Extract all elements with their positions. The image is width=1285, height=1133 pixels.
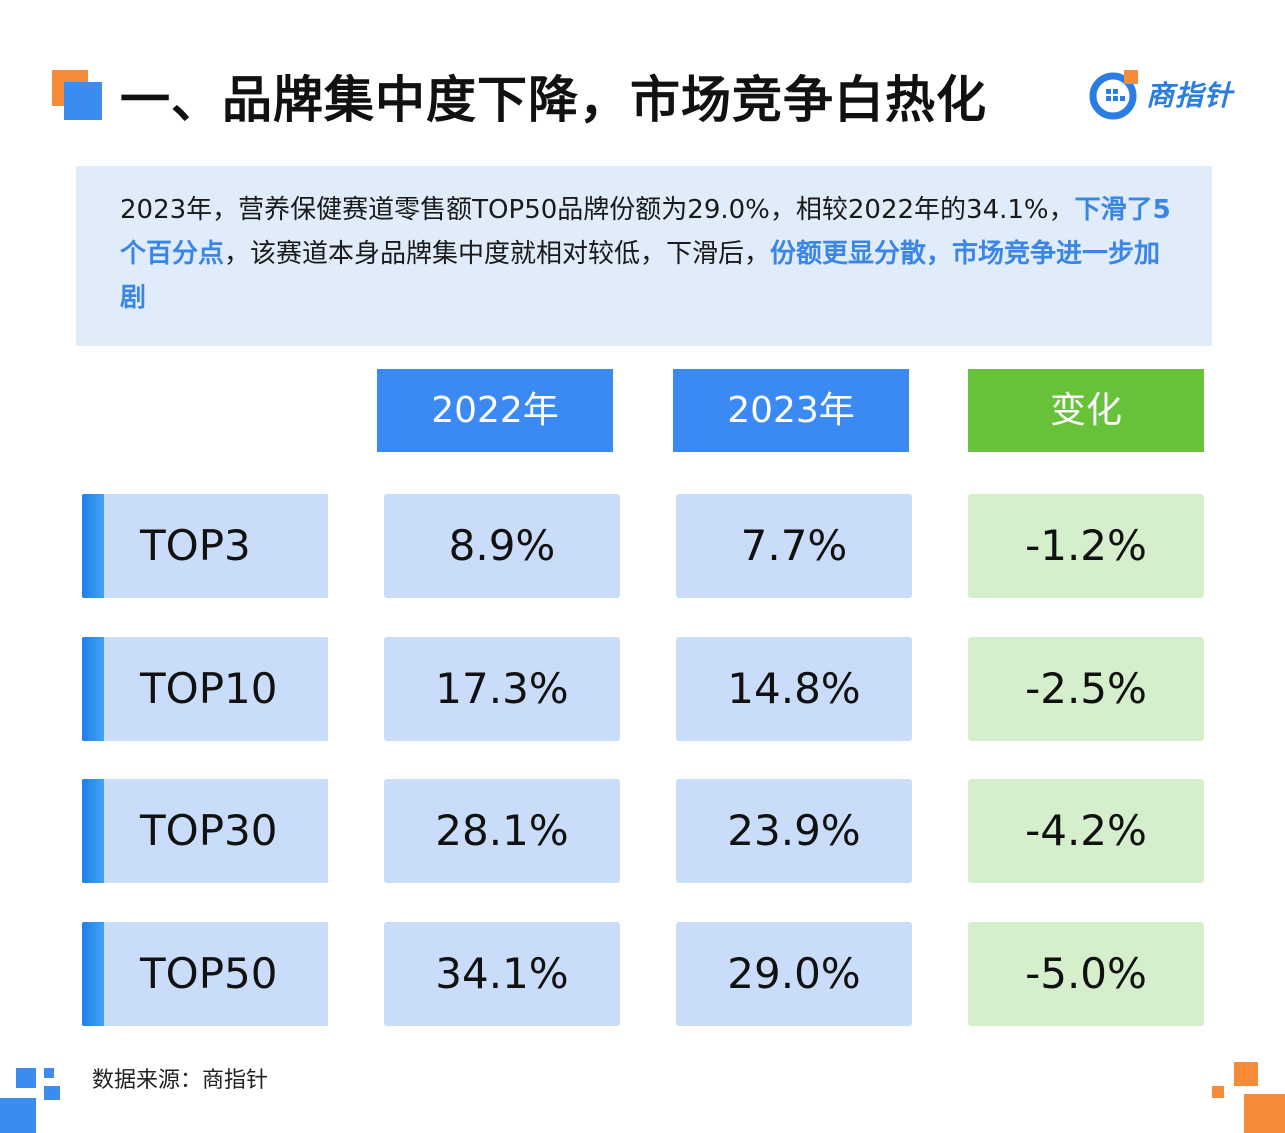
logo: 商指针: [1088, 68, 1258, 122]
row-label-text: TOP30: [140, 806, 278, 855]
summary-part-2: ，该赛道本身品牌集中度就相对较低，下滑后，: [224, 239, 771, 269]
cell-top3-change: -1.2%: [968, 494, 1204, 598]
summary-text: 2023年，营养保健赛道零售额TOP50品牌份额为29.0%，相较2022年的3…: [120, 188, 1172, 320]
cell-top30-2023: 23.9%: [676, 779, 912, 883]
row-label-top10: TOP10: [82, 637, 328, 741]
row-accent-bar: [82, 779, 104, 883]
cell-top50-2023: 29.0%: [676, 922, 912, 1026]
cell-top3-2023: 7.7%: [676, 494, 912, 598]
row-label-top50: TOP50: [82, 922, 328, 1026]
cell-top3-2022: 8.9%: [384, 494, 620, 598]
cell-top50-2022: 34.1%: [384, 922, 620, 1026]
page-title: 一、品牌集中度下降，市场竞争白热化: [120, 71, 987, 129]
row-label-text: TOP10: [140, 664, 278, 713]
cell-top50-change: -5.0%: [968, 922, 1204, 1026]
row-label-top30: TOP30: [82, 779, 328, 883]
summary-highlight-2: 份额更显分散，市场竞争进一步加剧: [120, 239, 1161, 313]
cell-top10-2023: 14.8%: [676, 637, 912, 741]
footer-decoration-square: [44, 1068, 54, 1078]
corner-decoration-square: [1212, 1086, 1224, 1098]
compass-logo-icon: [1089, 70, 1138, 120]
row-accent-bar: [82, 494, 104, 598]
corner-decoration-square: [1244, 1094, 1285, 1133]
cell-top10-change: -2.5%: [968, 637, 1204, 741]
row-label-text: TOP50: [140, 949, 278, 998]
summary-highlight-1: 下滑了5个百分点: [120, 195, 1171, 269]
summary-box: 2023年，营养保健赛道零售额TOP50品牌份额为29.0%，相较2022年的3…: [76, 166, 1212, 346]
footer-decoration-square: [16, 1068, 36, 1088]
header-2023: 2023年: [673, 369, 909, 452]
footer-decoration-square: [0, 1098, 36, 1133]
footer-decoration-square: [44, 1086, 60, 1100]
cell-top30-change: -4.2%: [968, 779, 1204, 883]
header-change: 变化: [968, 369, 1204, 452]
title-decoration-blue: [64, 82, 102, 120]
logo-text: 商指针: [1146, 79, 1234, 112]
row-accent-bar: [82, 637, 104, 741]
header-2022: 2022年: [377, 369, 613, 452]
cell-top10-2022: 17.3%: [384, 637, 620, 741]
summary-part-1: 2023年，营养保健赛道零售额TOP50品牌份额为29.0%，相较2022年的3…: [120, 195, 1075, 225]
data-source: 数据来源：商指针: [92, 1068, 269, 1093]
cell-top30-2022: 28.1%: [384, 779, 620, 883]
corner-decoration-square: [1234, 1062, 1258, 1086]
row-label-top3: TOP3: [82, 494, 328, 598]
row-accent-bar: [82, 922, 104, 1026]
row-label-text: TOP3: [140, 521, 251, 570]
